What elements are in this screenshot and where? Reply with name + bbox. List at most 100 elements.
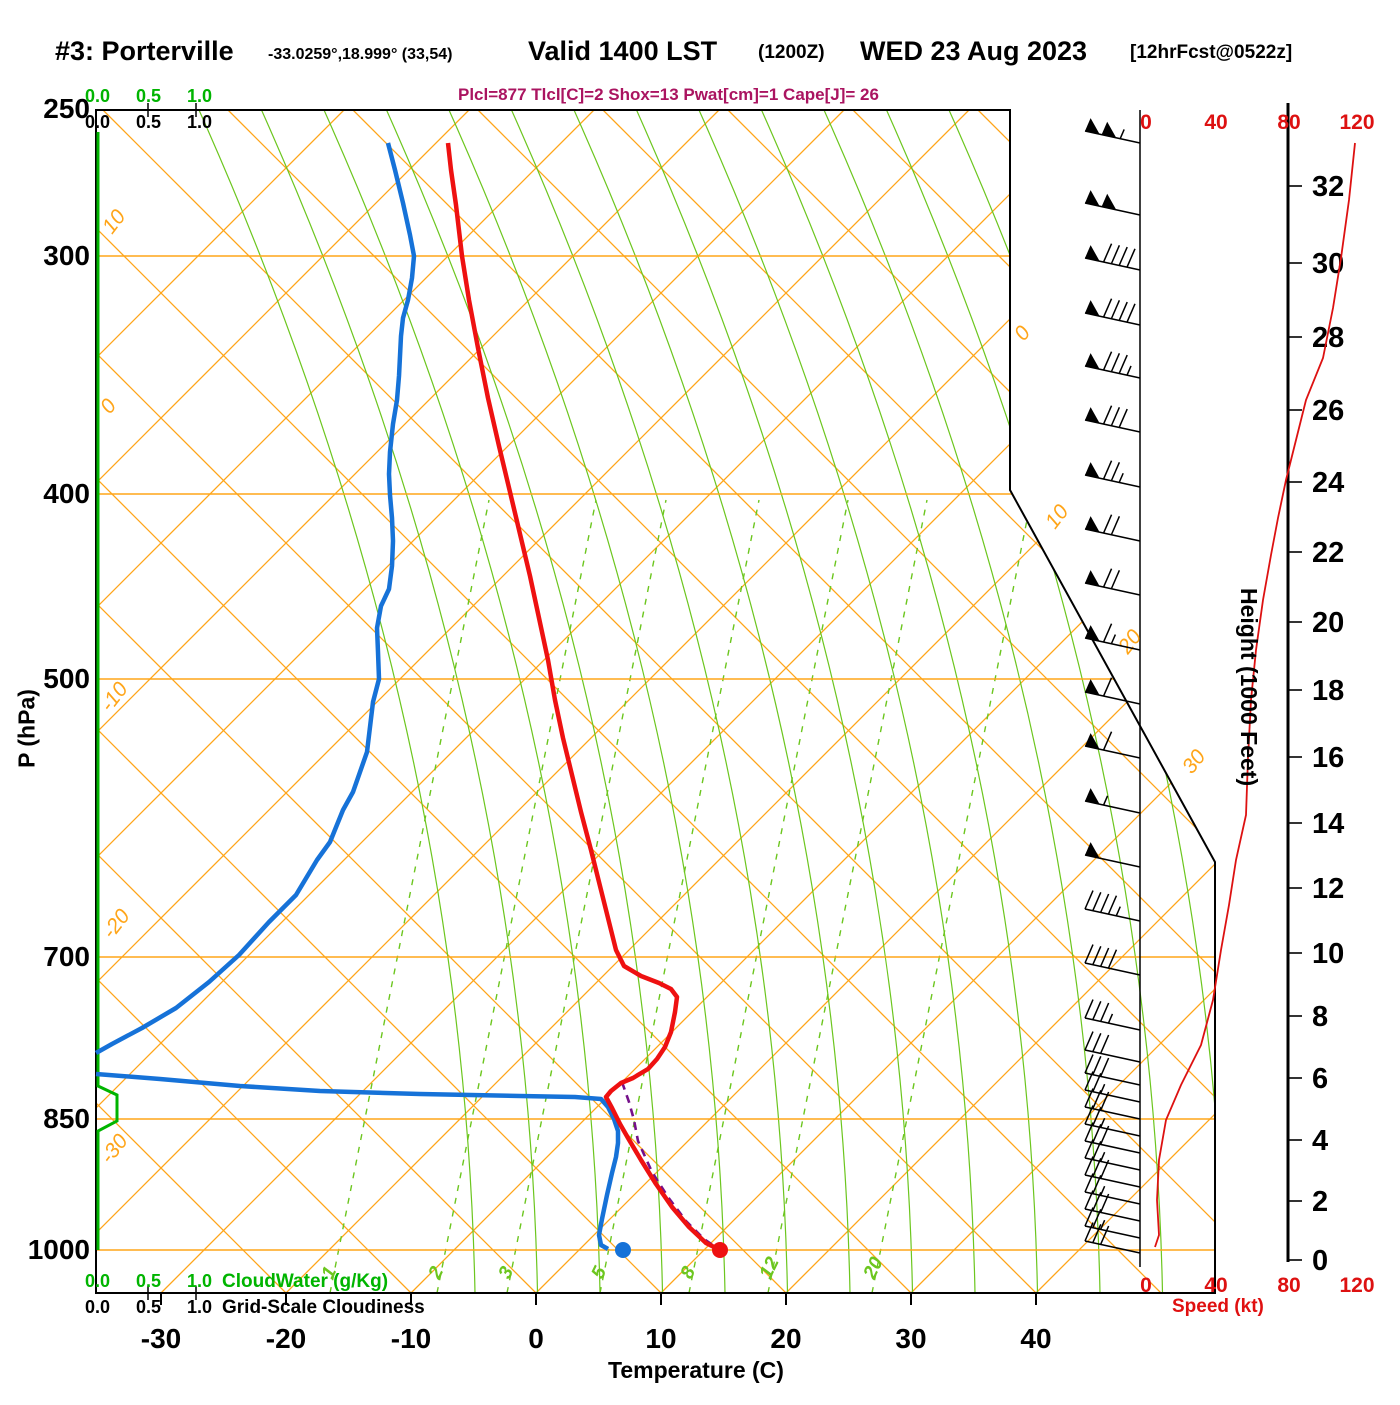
wind-barb-full: [1101, 1058, 1109, 1076]
wind-barb: [1085, 1055, 1140, 1085]
temperature-curve: [448, 143, 720, 1250]
wind-barb: [1085, 1072, 1140, 1102]
wind-barb-full: [1111, 245, 1119, 263]
isotherm-line: [161, 110, 1344, 1293]
wind-barb-full: [1085, 1032, 1093, 1050]
height-tick-label: 18: [1312, 675, 1344, 707]
stability-stats: Plcl=877 Tlcl[C]=2 Shox=13 Pwat[cm]=1 Ca…: [458, 85, 879, 105]
dry-adiabat-line: [1353, 110, 1400, 1293]
wind-barb-full: [1085, 891, 1093, 909]
speed-tick-label-bottom: 0: [1140, 1274, 1152, 1297]
speed-axis-title: Speed (kt): [1172, 1296, 1264, 1318]
height-tick-label: 10: [1312, 938, 1344, 970]
wind-barb: [1085, 842, 1140, 867]
wind-barb: [1085, 678, 1140, 704]
valid-date: WED 23 Aug 2023: [860, 36, 1087, 67]
wind-barb-full: [1104, 569, 1112, 587]
wind-barb-full: [1111, 570, 1119, 588]
speed-tick-label-bottom: 80: [1277, 1274, 1300, 1297]
speed-tick-label-top: 40: [1204, 111, 1227, 134]
temp-tick-label: 0: [528, 1323, 544, 1354]
wind-barb-full: [1093, 1033, 1101, 1051]
wind-barb-full: [1093, 1224, 1101, 1242]
wind-barb-full: [1108, 950, 1116, 968]
speed-tick-label-top: 80: [1277, 111, 1300, 134]
wind-barb-full: [1119, 247, 1127, 265]
mixing-ratio-line: [872, 500, 1031, 1293]
wind-barb-half: [1101, 1152, 1105, 1161]
mixing-ratio-line: [768, 500, 927, 1293]
mixing-ratio-line: [689, 500, 848, 1293]
pressure-tick-label: 1000: [28, 1234, 90, 1265]
height-tick-label: 26: [1312, 395, 1344, 427]
speed-tick-label-top: 0: [1140, 111, 1152, 134]
wind-barb-full: [1119, 355, 1127, 373]
height-axis-title: Height (1000 Feet): [1235, 588, 1262, 786]
height-tick-label: 22: [1312, 537, 1344, 569]
grid-lines: [0, 110, 1400, 1293]
height-tick-label: 8: [1312, 1001, 1328, 1033]
wind-barb: [1085, 406, 1140, 432]
wind-barb-full: [1101, 1003, 1109, 1021]
wind-barb: [1085, 1174, 1140, 1204]
wind-barb-half: [1101, 1186, 1105, 1195]
cloudiness-label: Grid-Scale Cloudiness: [222, 1297, 425, 1319]
wind-barb: [1085, 190, 1140, 215]
pressure-tick-label: 850: [43, 1103, 90, 1134]
isotherm-value-label: -20: [98, 905, 135, 943]
wind-barb-full: [1101, 1226, 1109, 1244]
wind-barb: [1085, 1089, 1140, 1119]
wind-barb-full: [1085, 1223, 1093, 1241]
wind-barb: [1085, 244, 1140, 270]
wind-barb-half: [1108, 1014, 1112, 1023]
wind-barb-full: [1104, 461, 1112, 479]
height-tick-label: 16: [1312, 742, 1344, 774]
dry-adiabat-line: [0, 110, 911, 1293]
wind-barb-full: [1119, 302, 1127, 320]
moist-adiabat-line: [1137, 110, 1400, 1293]
wind-barb-full: [1085, 1000, 1093, 1018]
surface-dewpoint-dot: [615, 1242, 631, 1258]
pressure-tick-label: 400: [43, 478, 90, 509]
pressure-axis-title: P (hPa): [14, 674, 41, 784]
dry-adiabat-line: [603, 110, 1400, 1293]
height-tick-label: 28: [1312, 322, 1344, 354]
height-tick-label: 14: [1312, 808, 1344, 840]
forecast-tag: [12hrFcst@0522z]: [1130, 42, 1292, 64]
mixing-ratio-line: [507, 500, 666, 1293]
isotherm-value-label: 20: [1113, 625, 1146, 659]
dry-adiabat-line: [728, 110, 1400, 1293]
cloudwater-label: CloudWater (g/Kg): [222, 1271, 388, 1293]
wind-barb: [1085, 299, 1140, 325]
pressure-tick-label: 700: [43, 941, 90, 972]
temp-tick-label: -20: [266, 1323, 306, 1354]
wind-barb: [1085, 945, 1140, 975]
station-title: #3: Porterville: [55, 36, 234, 67]
wind-barb: [1085, 118, 1140, 143]
station-coords: -33.0259°,18.999° (33,54): [268, 46, 452, 64]
wind-barb-full: [1108, 896, 1116, 914]
temp-tick-label: 20: [770, 1323, 801, 1354]
temperature-axis-title: Temperature (C): [608, 1357, 784, 1384]
isotherm-line: [36, 110, 1219, 1293]
wind-barb: [1085, 1157, 1140, 1187]
isotherm-line: [0, 110, 969, 1293]
wind-barb-full: [1093, 1056, 1101, 1074]
wind-barb: [1085, 1000, 1140, 1030]
mixing-ratio-label: 2: [424, 1263, 448, 1283]
wind-barb-full: [1104, 732, 1112, 750]
wind-barb-full: [1104, 244, 1112, 262]
height-tick-label: 6: [1312, 1063, 1328, 1095]
wind-barb-half: [1120, 129, 1124, 138]
wind-barb: [1085, 891, 1140, 921]
wind-barb-full: [1111, 407, 1119, 425]
speed-tick-label-top: 120: [1339, 111, 1374, 134]
speed-tick-label-bottom: 120: [1339, 1274, 1374, 1297]
speed-tick-label-bottom: 40: [1204, 1274, 1227, 1297]
moist-adiabat-line: [1074, 110, 1350, 1293]
wind-barb-full: [1104, 299, 1112, 317]
